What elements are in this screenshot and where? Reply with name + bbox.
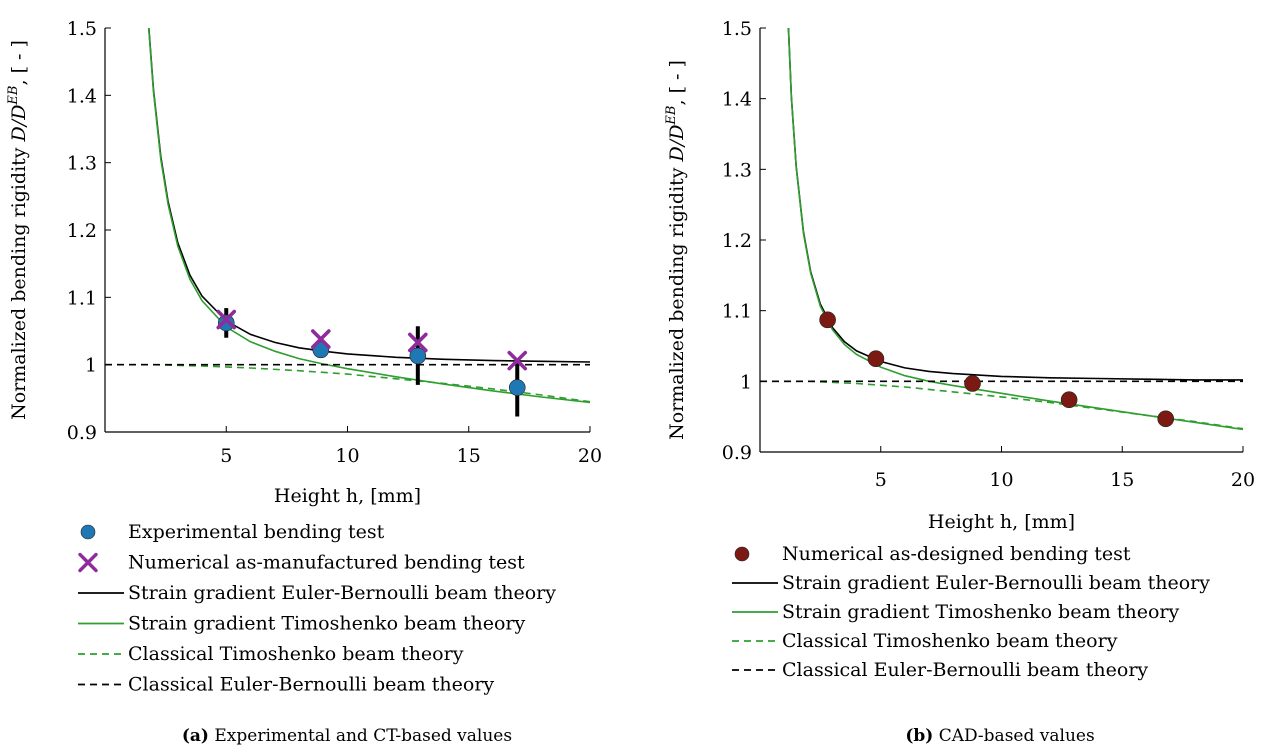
y-tick-label: 1.2: [722, 230, 752, 252]
data-point: [311, 329, 331, 349]
legend-label: Experimental bending test: [128, 521, 385, 543]
y-tick-label: 1.1: [67, 287, 97, 309]
x-tick-label: 10: [335, 445, 359, 467]
x-tick-label: 20: [578, 445, 602, 467]
data-point: [819, 311, 836, 329]
legend-label: Classical Timoshenko beam theory: [782, 630, 1118, 652]
y-tick-label: 1: [740, 371, 752, 393]
legend-label: Numerical as-manufactured bending test: [128, 552, 525, 574]
legend-label: Classical Euler-Bernoulli beam theory: [782, 659, 1148, 681]
series-line: [147, 28, 590, 404]
data-point: [964, 375, 981, 392]
x-tick-label: 10: [989, 469, 1013, 491]
y-tick-label: 0.9: [722, 442, 752, 464]
x-tick-label: 20: [1231, 469, 1255, 491]
data-point: [409, 347, 427, 365]
plot-area: [105, 28, 590, 417]
x-axis-label: Height h, [mm]: [928, 511, 1075, 533]
panel-a: 0.9 1 1.1 1.2 1.3 1.4 1.5 5 10 15 20 Height h, [mm]…: [6, 18, 602, 746]
panel-b: 0.9 1 1.1 1.2 1.3 1.4 1.5 5 10 15 20 Height h, [mm]…: [664, 18, 1255, 746]
legend: Numerical as-designed bending test Strain…: [732, 543, 1210, 681]
y-tick-label: 1.4: [722, 89, 752, 111]
legend-label: Strain gradient Euler-Bernoulli beam the…: [128, 582, 556, 604]
legend-label: Strain gradient Euler-Bernoulli beam the…: [782, 572, 1210, 594]
x-tick-label: 5: [875, 469, 887, 491]
data-point: [867, 350, 885, 368]
legend-marker: [734, 546, 750, 562]
data-point: [507, 350, 528, 371]
data-point: [1060, 391, 1078, 409]
legend-marker: [80, 524, 96, 540]
series-line: [760, 380, 1243, 430]
x-tick-label: 15: [1110, 469, 1134, 491]
y-tick-label: 1.2: [67, 220, 97, 242]
series-line: [105, 363, 590, 403]
y-tick-label: 1.5: [67, 18, 97, 40]
data-point: [408, 332, 428, 353]
y-tick-label: 1: [85, 355, 97, 377]
legend-label: Classical Timoshenko beam theory: [128, 643, 464, 665]
legend-label: Numerical as-designed bending test: [782, 543, 1131, 565]
data-point: [1157, 410, 1175, 428]
legend-label: Strain gradient Timoshenko beam theory: [782, 601, 1179, 623]
legend-marker: [78, 552, 98, 573]
y-tick-label: 1.3: [722, 159, 752, 181]
subfigure-caption: (a) Experimental and CT-based values: [182, 726, 512, 746]
x-tick-label: 15: [457, 445, 481, 467]
legend: Experimental bending test Numerical as-ma…: [78, 521, 556, 696]
data-point: [312, 341, 330, 359]
series-line: [148, 28, 590, 363]
y-axis-label: Normalized bending rigidity D/DEB, [ - ]: [664, 60, 688, 440]
legend-label: Classical Euler-Bernoulli beam theory: [128, 674, 494, 696]
y-tick-label: 1.1: [722, 301, 752, 323]
y-tick-label: 1.5: [722, 18, 752, 40]
y-tick-label: 1.4: [67, 85, 97, 107]
x-tick-label: 5: [220, 445, 232, 467]
series-line: [787, 28, 1243, 431]
y-tick-label: 0.9: [67, 422, 97, 444]
y-tick-label: 1.3: [67, 153, 97, 175]
plot-area: [760, 28, 1243, 431]
data-point: [508, 379, 526, 396]
y-axis-label: Normalized bending rigidity D/DEB, [ - ]: [6, 40, 30, 420]
series-line: [787, 28, 1243, 381]
data-point: [217, 314, 235, 332]
data-point: [216, 309, 237, 330]
x-axis-label: Height h, [mm]: [274, 485, 421, 507]
subfigure-caption: (b) CAD-based values: [905, 726, 1094, 746]
legend-label: Strain gradient Timoshenko beam theory: [128, 613, 525, 635]
